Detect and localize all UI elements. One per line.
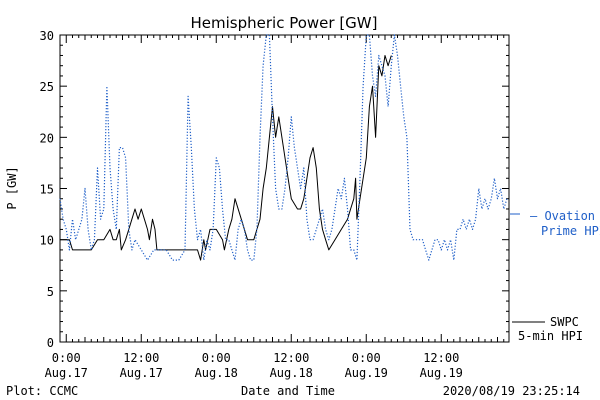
y-tick-label: 20 bbox=[40, 131, 54, 145]
y-tick-label: 30 bbox=[40, 29, 54, 43]
y-tick-label: 0 bbox=[47, 336, 54, 350]
legend-ovation-line1: — Ovation bbox=[530, 209, 595, 223]
legend-swpc-line1: SWPC bbox=[550, 315, 579, 329]
y-tick-label: 10 bbox=[40, 234, 54, 248]
footer-source: Plot: CCMC bbox=[6, 384, 78, 398]
x-tick-date-label: Aug.19 bbox=[345, 366, 388, 380]
y-tick-label: 15 bbox=[40, 183, 54, 197]
y-tick-label: 5 bbox=[47, 285, 54, 299]
x-tick-date-label: Aug.19 bbox=[420, 366, 463, 380]
y-axis: 0 5 10 15 20 25 30 bbox=[40, 29, 509, 350]
series-line-ovation bbox=[59, 34, 508, 261]
x-tick-date-label: Aug.17 bbox=[45, 366, 88, 380]
y-axis-label: P [GW] bbox=[5, 166, 19, 209]
footer-timestamp: 2020/08/19 23:25:14 bbox=[443, 384, 580, 398]
legend-ovation-line2: Prime HPI bbox=[541, 224, 600, 238]
series-line-swpc bbox=[60, 55, 392, 261]
x-tick-date-label: Aug.18 bbox=[195, 366, 238, 380]
x-tick-date-label: Aug.17 bbox=[120, 366, 163, 380]
x-axis: 0:00Aug.1712:00Aug.170:00Aug.1812:00Aug.… bbox=[45, 35, 505, 380]
x-tick-time-label: 0:00 bbox=[202, 351, 231, 365]
x-tick-time-label: 12:00 bbox=[423, 351, 459, 365]
chart-title: Hemispheric Power [GW] bbox=[191, 14, 378, 32]
legend-swpc-line2: 5-min HPI bbox=[518, 329, 583, 343]
x-tick-date-label: Aug.18 bbox=[270, 366, 313, 380]
x-tick-time-label: 0:00 bbox=[52, 351, 81, 365]
series-layer bbox=[59, 34, 508, 261]
x-tick-time-label: 0:00 bbox=[352, 351, 381, 365]
x-axis-label: Date and Time bbox=[241, 384, 335, 398]
x-tick-time-label: 12:00 bbox=[273, 351, 309, 365]
x-tick-time-label: 12:00 bbox=[123, 351, 159, 365]
y-tick-label: 25 bbox=[40, 80, 54, 94]
